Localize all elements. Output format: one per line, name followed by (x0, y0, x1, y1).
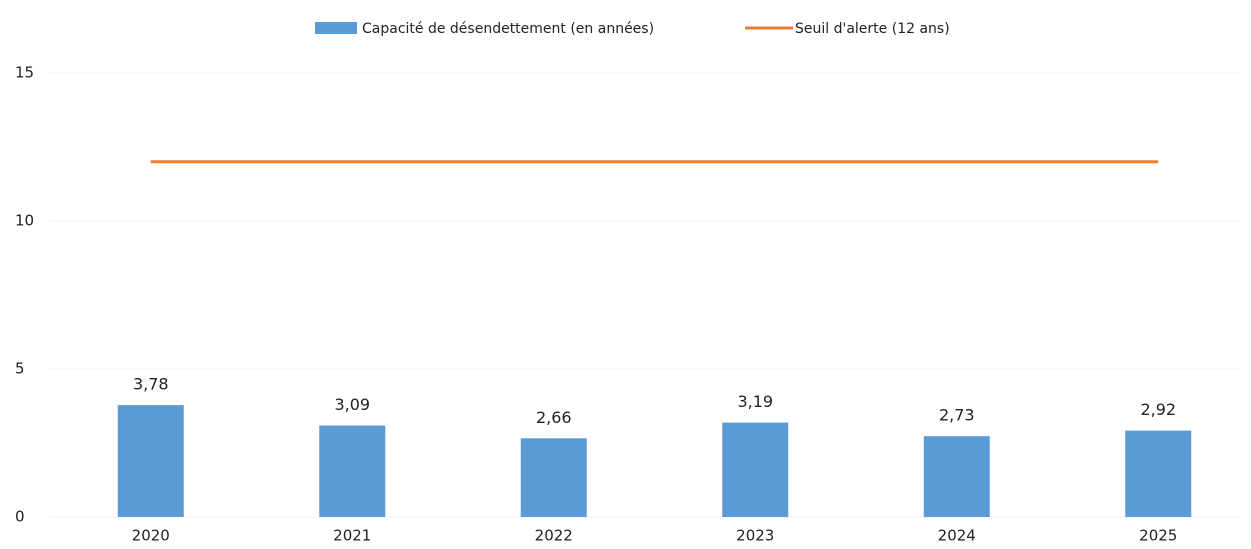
bar (117, 405, 184, 517)
bar (923, 436, 990, 517)
data-label: 2,73 (939, 406, 975, 425)
x-tick-label: 2024 (938, 527, 976, 545)
x-tick-label: 2025 (1139, 527, 1177, 545)
data-label: 3,19 (737, 392, 773, 411)
bar (520, 438, 587, 517)
data-label: 2,66 (536, 408, 572, 427)
y-tick-label: 10 (15, 212, 34, 230)
bar (319, 425, 386, 517)
bar (1125, 430, 1192, 517)
x-tick-label: 2022 (535, 527, 573, 545)
legend-label: Capacité de désendettement (en années) (362, 21, 654, 37)
x-tick-label: 2021 (333, 527, 371, 545)
data-label: 3,78 (133, 375, 169, 394)
y-tick-label: 5 (15, 360, 25, 378)
legend-label: Seuil d'alerte (12 ans) (795, 21, 950, 37)
x-tick-label: 2020 (132, 527, 170, 545)
data-label: 3,09 (334, 395, 370, 414)
y-tick-label: 15 (15, 64, 34, 82)
data-label: 2,92 (1140, 400, 1176, 419)
y-tick-label: 0 (15, 508, 25, 526)
legend-swatch (315, 22, 357, 34)
bar (722, 422, 789, 517)
x-tick-label: 2023 (736, 527, 774, 545)
